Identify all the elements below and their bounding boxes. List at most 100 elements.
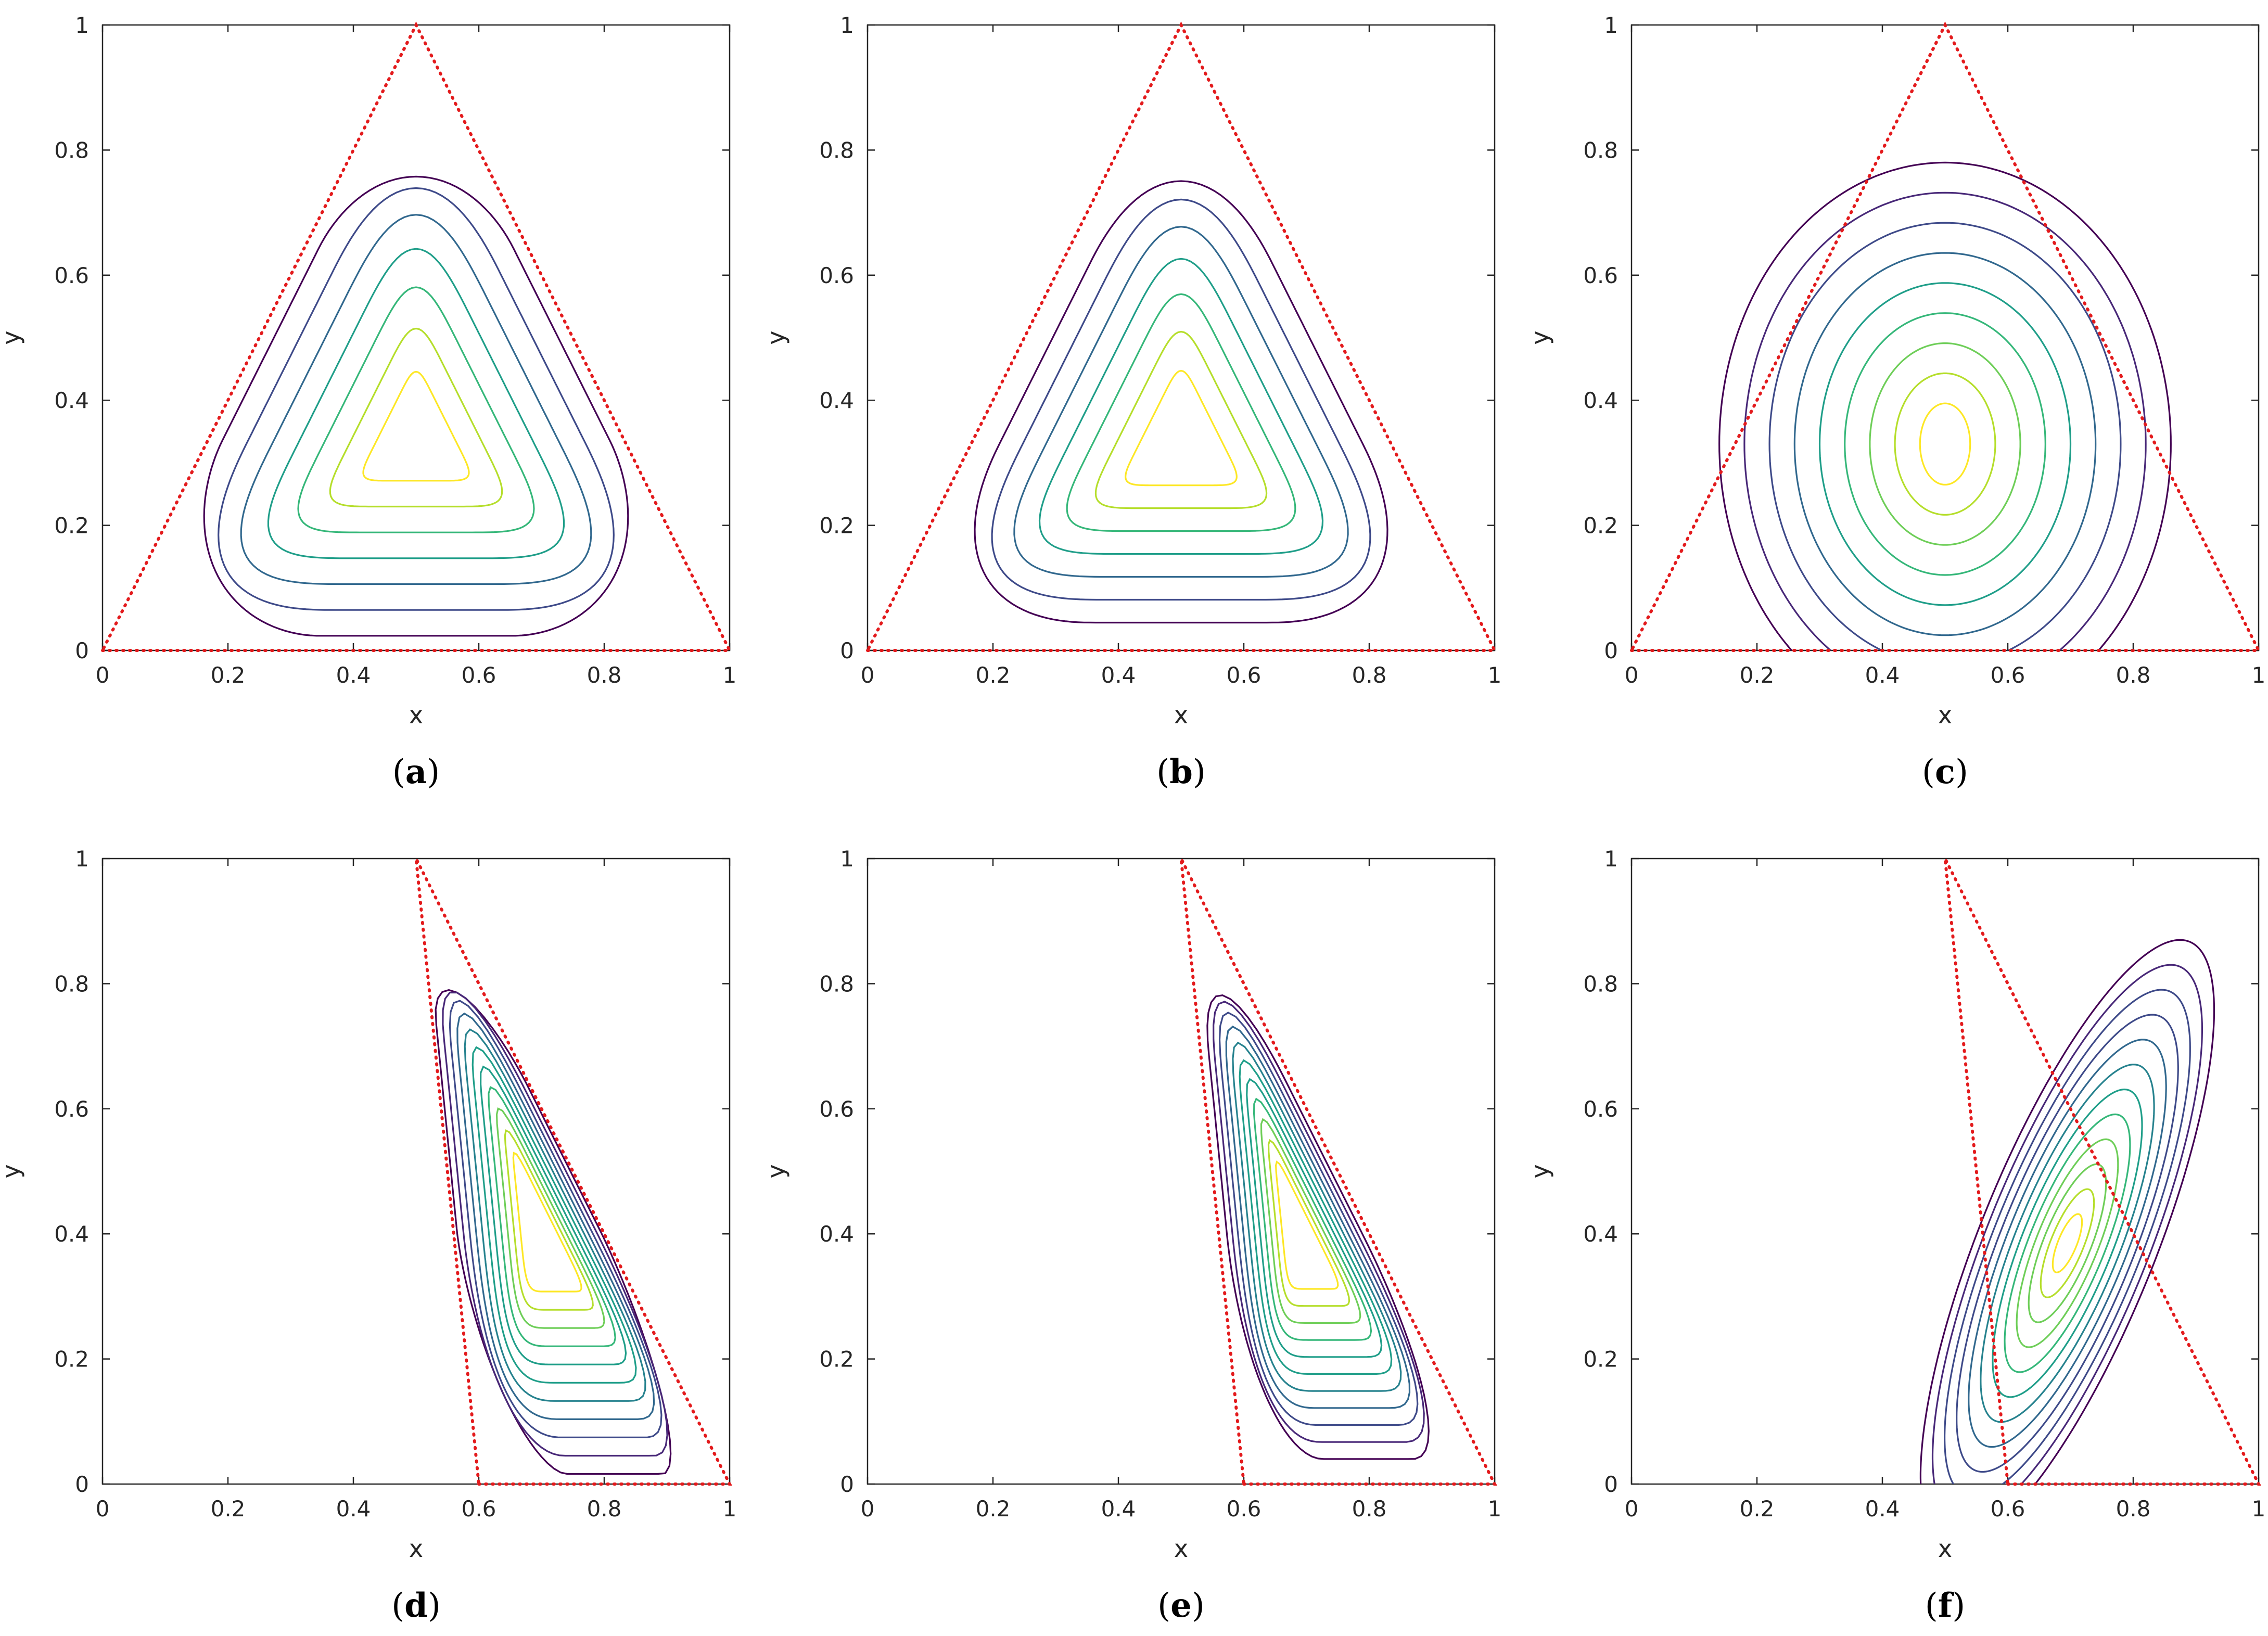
panel-c-caption: (c) xyxy=(1922,752,1968,791)
panel-e-axes-frame xyxy=(867,858,1496,1485)
panel-a-xtick-label: 1 xyxy=(723,662,737,688)
panel-f-contour-line xyxy=(1968,1039,2167,1448)
panel-e-xtick-label: 0.2 xyxy=(976,1496,1011,1522)
panel-c-xtick-label: 0 xyxy=(1625,662,1639,688)
panel-c-contour-line xyxy=(1919,402,1971,486)
panel-b-ytick-label: 0.4 xyxy=(819,388,854,413)
panel-a-xlabel: x xyxy=(409,701,423,729)
panel-e-contour-line xyxy=(1218,1012,1419,1426)
panel-c-contours xyxy=(1718,161,2172,650)
panel-d-caption: (d) xyxy=(391,1586,441,1625)
panel-c-xtick-label: 0.6 xyxy=(1991,662,2025,688)
panel-a-caption-open: ( xyxy=(392,753,405,791)
panel-a-xtick-label: 0.4 xyxy=(336,662,371,688)
panel-a-ytick-label: 0.8 xyxy=(54,137,89,163)
panel-b-xtick-label: 0.4 xyxy=(1101,662,1136,688)
panel-c-xlabel: x xyxy=(1938,701,1952,729)
panel-d-contour-line xyxy=(435,989,672,1475)
panel-b-contours xyxy=(974,180,1388,624)
panel-e-ytick-label: 1 xyxy=(840,846,854,872)
panel-f-ylabel: y xyxy=(1526,1164,1554,1178)
panel-c-ytick-label: 0.4 xyxy=(1583,388,1618,413)
panel-d-plot: 0 0.2 0.4 0.6 0.8 1 0 0.2 0.4 0.6 0.8 1 x y (d) xyxy=(0,846,736,1625)
panel-f-ytick-label: 0.8 xyxy=(1583,971,1618,996)
panel-a-contour-line xyxy=(240,214,592,585)
panel-e-xtick-label: 0.6 xyxy=(1227,1496,1262,1522)
panel-b-xtick-label: 0.8 xyxy=(1352,662,1387,688)
panel-f-plot: 0 0.2 0.4 0.6 0.8 1 0 0.2 0.4 0.6 0.8 1 x y (f) xyxy=(1526,846,2265,1625)
panel-e-ytick-label: 0 xyxy=(840,1472,854,1497)
panel-f-caption-close: ) xyxy=(1952,1587,1965,1625)
panel-f-ytick-label: 1 xyxy=(1604,846,1618,872)
panel-d-contour-line xyxy=(504,1129,594,1311)
panel-d-axes-frame xyxy=(101,858,731,1485)
panel-b-contour-line xyxy=(1066,293,1296,532)
panel-d-ytick-label: 0 xyxy=(75,1472,89,1497)
panel-b-xtick-label: 0 xyxy=(861,662,875,688)
panel-d-contour-line xyxy=(464,1028,646,1402)
panel-a-ytick-label: 0.4 xyxy=(54,388,89,413)
panel-b-xlabel: x xyxy=(1174,701,1188,729)
panel-c-contour-line xyxy=(1894,372,1996,516)
panel-c-contour-line xyxy=(1818,282,2072,606)
panel-e-contour-line xyxy=(1232,1041,1402,1392)
panel-b-caption-open: ( xyxy=(1156,753,1169,791)
panel-e-contour-line xyxy=(1239,1059,1393,1375)
panel-c-xtick-label: 0.4 xyxy=(1865,662,1900,688)
panel-d-ytick-label: 0.8 xyxy=(54,971,89,996)
panel-c-contour-line xyxy=(1743,191,2147,650)
panel-a-xtick-label: 0.8 xyxy=(587,662,622,688)
panel-a-plot: 0 0.2 0.4 0.6 0.8 1 0 0.2 0.4 0.6 0.8 1 x y (a) xyxy=(0,12,736,791)
panel-e-xlabel: x xyxy=(1174,1535,1188,1563)
panel-c-caption-letter: c xyxy=(1935,752,1955,791)
panel-d-boundary xyxy=(414,858,732,1486)
panel-d-contour-line xyxy=(479,1065,627,1365)
panel-e-ytick-label: 0.6 xyxy=(819,1096,854,1122)
panel-f-xlabel: x xyxy=(1938,1535,1952,1563)
panel-d-contour-line xyxy=(456,1012,655,1420)
panel-f-contour-line xyxy=(1931,964,2203,1484)
panel-a-xtick-label: 0.2 xyxy=(211,662,246,688)
panel-e-xtick-label: 0.4 xyxy=(1101,1496,1136,1522)
panel-c-ytick-label: 0.8 xyxy=(1583,137,1618,163)
panel-b-contour-line xyxy=(1094,330,1268,509)
panel-b-contour-line xyxy=(1125,369,1238,487)
panel-e-caption-letter: e xyxy=(1170,1586,1192,1625)
panel-d-contours xyxy=(435,989,672,1475)
panel-e-ytick-label: 0.8 xyxy=(819,971,854,996)
panel-a-contour-line xyxy=(203,175,629,637)
panel-d-xtick-label: 1 xyxy=(723,1496,737,1522)
panel-c-caption-close: ) xyxy=(1955,753,1968,791)
panel-e-xtick-label: 0.8 xyxy=(1352,1496,1387,1522)
panel-f-contour-line xyxy=(2028,1163,2107,1323)
panel-a-caption-close: ) xyxy=(427,753,440,791)
panel-f-ytick-label: 0 xyxy=(1604,1472,1618,1497)
panel-a-contour-line xyxy=(329,327,503,508)
panel-f-contour-line xyxy=(1992,1088,2143,1398)
panel-e-contour-line xyxy=(1246,1078,1383,1358)
panel-b-contour-line xyxy=(1013,225,1349,578)
panel-a-ytick-label: 0.2 xyxy=(54,513,89,539)
panel-a-contour-line xyxy=(267,248,565,559)
panel-c-xtick-label: 1 xyxy=(2252,662,2266,688)
panel-e-ytick-label: 0.4 xyxy=(819,1221,854,1247)
panel-f-caption-letter: f xyxy=(1938,1586,1954,1625)
panel-b-xtick-label: 0.6 xyxy=(1227,662,1262,688)
panel-f-ytick-label: 0.4 xyxy=(1583,1221,1618,1247)
panel-e-contour-line xyxy=(1253,1097,1372,1341)
panel-f-contours xyxy=(1919,939,2215,1484)
panel-f-contour-line xyxy=(1956,1014,2179,1473)
panel-f-contour-line xyxy=(2016,1138,2119,1348)
panel-e-contour-line xyxy=(1275,1160,1339,1290)
panel-b-contour-line xyxy=(974,180,1388,624)
panel-d-caption-close: ) xyxy=(428,1587,441,1625)
panel-d-xtick-label: 0.6 xyxy=(462,1496,496,1522)
panel-b-ytick-label: 0.6 xyxy=(819,263,854,288)
panel-a-boundary xyxy=(100,21,732,652)
panel-b-ylabel: y xyxy=(762,330,790,344)
panel-d-xtick-label: 0.4 xyxy=(336,1496,371,1522)
panel-a-contours xyxy=(203,175,629,637)
panel-b-contour-line xyxy=(1038,258,1324,555)
panel-b-boundary xyxy=(865,21,1497,652)
panel-f-contour-line xyxy=(2052,1213,2083,1273)
